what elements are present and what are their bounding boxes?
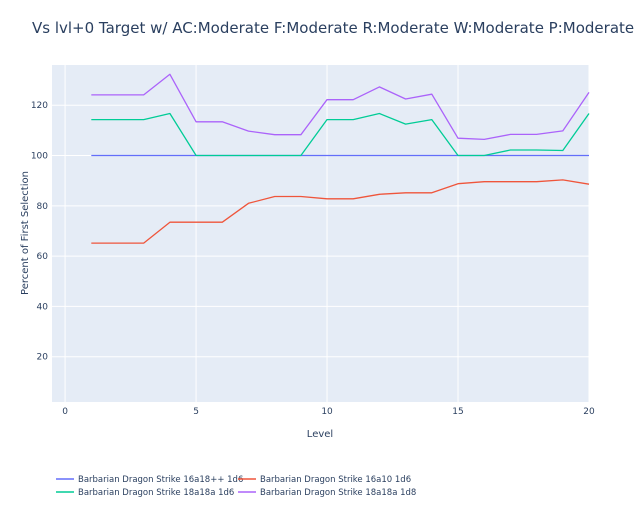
x-tick-labels: 0 5 10 15 20 (62, 407, 595, 417)
x-axis-title: Level (307, 429, 333, 440)
y-tick-label: 100 (31, 152, 48, 162)
legend-entry: Barbarian Dragon Strike 18a18a 1d6 (78, 488, 234, 498)
series-line-3 (91, 112, 590, 157)
plot-area (52, 65, 589, 402)
y-tick-labels: 20 40 60 80 100 120 (31, 101, 48, 362)
legend-entry: Barbarian Dragon Strike 16a18++ 1d6 (78, 475, 243, 485)
legend-entry: Barbarian Dragon Strike 18a18a 1d8 (260, 488, 416, 498)
series-line-4 (91, 73, 590, 141)
series-lines (91, 73, 590, 244)
x-tick-label: 15 (452, 407, 463, 417)
y-tick-label: 60 (37, 252, 49, 262)
legend: Barbarian Dragon Strike 16a18++ 1d6 Barba… (56, 475, 416, 498)
series-line-2 (91, 179, 590, 244)
x-tick-label: 5 (193, 407, 199, 417)
x-tick-label: 10 (321, 407, 333, 417)
y-tick-label: 40 (37, 302, 49, 312)
y-axis-title: Percent of First Selection (20, 171, 31, 295)
y-tick-label: 120 (31, 101, 48, 111)
y-tick-label: 20 (37, 353, 49, 363)
chart-title: Vs lvl+0 Target w/ AC:Moderate F:Moderat… (32, 19, 634, 37)
x-tick-label: 0 (62, 407, 68, 417)
y-tick-label: 80 (37, 202, 49, 212)
x-tick-label: 20 (583, 407, 595, 417)
legend-entry: Barbarian Dragon Strike 16a10 1d6 (260, 475, 411, 485)
